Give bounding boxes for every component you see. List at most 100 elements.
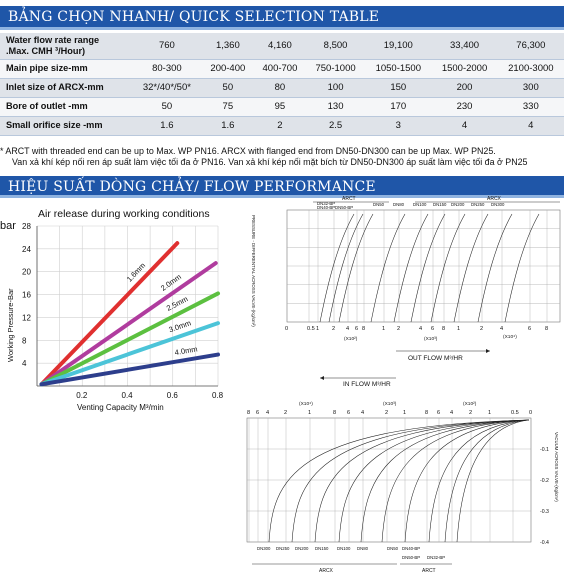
curve-label: DN300 [257,546,271,551]
table-cell: 76,300 [497,33,564,60]
x-tick-label: 8 [545,326,548,332]
table-row: Small orifice size -mm 1.6 1.6 2 2.5 3 4 4 [0,116,564,136]
flow-curve [360,419,530,543]
series-line-2.5mm [39,291,220,387]
y-axis-label: VACUUM ACROSS VALVE-(Kg/cm²) [554,432,559,502]
x-tick-label: 6 [528,326,531,332]
x-tick-label: 1 [308,410,311,416]
y-tick-label: -0.2 [540,478,549,484]
x-tick-label: 0.6 [167,391,179,400]
curve-label: DN40-BP [317,205,335,210]
curve-label: DN100 [337,546,351,551]
flow-curve [444,419,530,543]
x-tick-label: 6 [437,410,440,416]
table-cell: 2 [253,116,306,136]
table-cell: 50 [201,78,254,98]
table-cell: 230 [431,97,498,117]
x-multiplier: (X10³) [424,336,438,342]
note-en: * ARCT with threaded end can be up to Ma… [0,146,496,156]
flow-curves-svg: 0 0.5 1 2 4 6 8 1 2 4 6 8 1 2 4 6 8(X10²) (X10³) (X10⁴)PRE… [246,196,561,574]
curve-label: DN32-BP [317,201,335,206]
x-tick-label: 8 [333,410,336,416]
air-release-chart: Air release during working conditions bar… [0,202,240,412]
x-tick-label: 6 [355,326,358,332]
flow-curve [410,213,446,323]
x-tick-label: 2 [469,410,472,416]
group-label-arct: ARCT [342,196,356,202]
table-cell: 100 [305,78,366,98]
x-tick-label: 0.2 [76,391,88,400]
flow-curve [291,419,530,543]
x-tick-label: 4 [450,410,453,416]
table-cell: 2100-3000 [497,59,564,79]
x-tick-label: 4 [361,410,364,416]
flow-curve [370,213,406,323]
quick-selection-banner: BẢNG CHỌN NHANH/ QUICK SELECTION TABLE [0,6,564,30]
row-label-line: Inlet size of ARCX-mm [6,82,104,92]
x-tick-label: 1 [382,326,385,332]
table-cell: 33,400 [431,33,498,60]
x-tick-label: 0.8 [212,391,224,400]
table-cell: 4,160 [253,33,306,60]
series-line-1.6mm [39,241,180,387]
flow-curve [381,419,530,543]
series-label: 4.0mm [174,344,198,357]
x-tick-label: 2 [284,410,287,416]
table-cell: 200-400 [201,59,254,79]
flow-curve [428,419,530,543]
x-tick-label: 2 [385,410,388,416]
curve-label: DN32-BP [427,555,445,560]
air-release-chart-svg: Air release during working conditions bar… [0,208,224,412]
table-row: Main pipe size-mm 80-300 200-400 400-700 750… [0,59,564,79]
row-label: Main pipe size-mm [0,59,132,79]
x-tick-label: 6 [347,410,350,416]
y-tick-label: 4 [22,359,27,368]
table-cell: 4 [497,116,564,136]
flow-performance-banner: HIỆU SUẤT DÒNG CHẢY/ FLOW PERFORMANCE [0,176,564,198]
x-tick-label: 8 [362,326,365,332]
curve-label: DN300 [491,202,505,207]
out-flow-label: OUT FLOW M³/HR [408,355,463,362]
x-tick-label: 8 [247,410,250,416]
x-tick-label: 1 [488,410,491,416]
quick-selection-table: Water flow rate range .Max. CMH ³/Hour) 76… [0,33,564,136]
flow-curve [319,213,355,323]
row-label: Small orifice size -mm [0,116,132,136]
table-cell: 19,100 [365,33,432,60]
table-cell: 760 [132,33,202,60]
flow-performance-title: HIỆU SUẤT DÒNG CHẢY/ FLOW PERFORMANCE [8,179,376,195]
flow-curve [404,419,530,543]
curve-label: DN250 [471,202,485,207]
x-tick-label: 1 [316,326,319,332]
flow-curve [430,213,466,323]
group-label-arcx: ARCX [487,196,502,202]
in-flow-label: IN FLOW M³/HR [343,381,391,388]
flow-curve [456,419,530,543]
table-cell: 2.5 [305,116,366,136]
curve-label: DN200 [295,546,309,551]
table-cell: 50 [132,97,202,117]
y-tick-label: -0.1 [540,447,549,453]
x-tick-label: 6 [431,326,434,332]
table-cell: 200 [431,78,498,98]
x-multiplier: (X10⁴) [299,401,313,407]
table-cell: 1.6 [132,116,202,136]
x-tick-label: 4 [419,326,422,332]
y-tick-label: 24 [22,245,31,254]
table-row: Inlet size of ARCX-mm 32*/40*/50* 50 80 100 1… [0,78,564,98]
curve-label: DN150 [315,546,329,551]
y-axis-label: Working Pressure-Bar [6,288,15,362]
table-cell: 150 [365,78,432,98]
flow-curve [477,213,513,323]
table-cell: 32*/40*/50* [132,78,202,98]
table-cell: 300 [497,78,564,98]
y-tick-label: 12 [22,313,31,322]
y-tick-label: 8 [22,336,27,345]
quick-selection-title: BẢNG CHỌN NHANH/ QUICK SELECTION TABLE [8,9,380,25]
flow-curve [338,419,530,543]
table-cell: 95 [253,97,306,117]
x-tick-label: 4 [266,410,269,416]
x-tick-label: 4 [346,326,349,332]
curve-label: DN40-BP [402,546,420,551]
row-label: Water flow rate range .Max. CMH ³/Hour) [0,33,132,60]
